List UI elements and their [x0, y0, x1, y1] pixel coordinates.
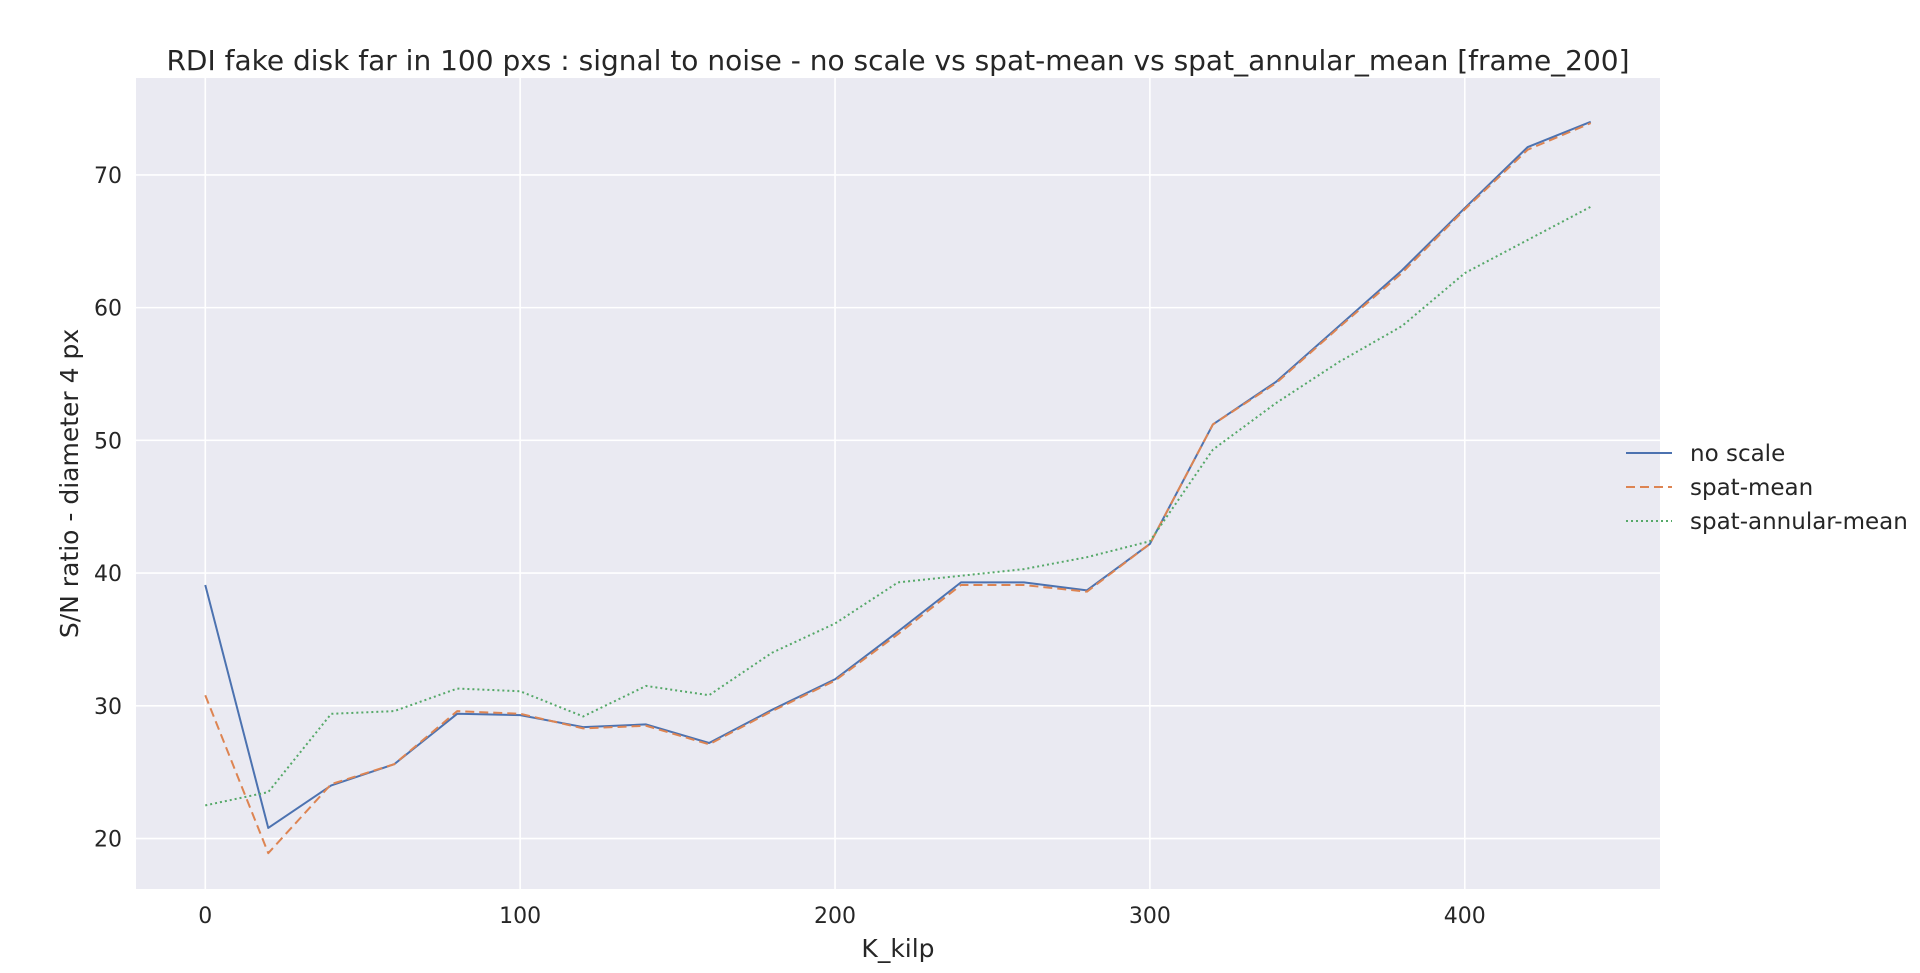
y-tick-label: 20: [94, 828, 122, 853]
series-line-no-scale: [204, 120, 1592, 829]
legend-label-spat-mean: spat-mean: [1690, 475, 1813, 501]
y-axis-label: S/N ratio - diameter 4 px: [55, 329, 84, 638]
x-tick-label: 400: [1444, 904, 1486, 929]
y-tick-label: 40: [94, 562, 122, 587]
legend-label-spat-annular-mean: spat-annular-mean: [1690, 509, 1908, 535]
x-axis-ticks: 0 100 200 300 400: [198, 904, 1486, 929]
x-tick-label: 200: [814, 904, 856, 929]
x-tick-label: 0: [198, 904, 212, 929]
plot-area: [136, 78, 1660, 889]
y-tick-label: 50: [94, 429, 122, 454]
series-line-spat-mean: [204, 122, 1592, 855]
y-axis-ticks: 20 30 40 50 60 70: [94, 164, 122, 853]
grid: [136, 78, 1660, 889]
x-tick-label: 100: [499, 904, 541, 929]
series-lines: [204, 120, 1592, 855]
y-tick-label: 70: [94, 164, 122, 189]
x-axis-label: K_kilp: [861, 934, 934, 963]
y-tick-label: 60: [94, 297, 122, 322]
legend: no scale spat-mean spat-annular-mean: [1626, 441, 1908, 535]
x-tick-label: 300: [1129, 904, 1171, 929]
y-tick-label: 30: [94, 695, 122, 720]
chart-title: RDI fake disk far in 100 pxs : signal to…: [166, 44, 1629, 77]
legend-label-no-scale: no scale: [1690, 441, 1785, 467]
